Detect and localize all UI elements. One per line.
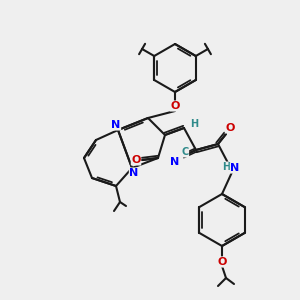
Text: N: N xyxy=(230,163,240,173)
Text: O: O xyxy=(217,257,227,267)
Text: N: N xyxy=(111,120,121,130)
Text: H: H xyxy=(222,162,230,172)
Text: N: N xyxy=(170,157,180,167)
Text: N: N xyxy=(129,168,139,178)
Text: O: O xyxy=(225,123,235,133)
Text: C: C xyxy=(182,147,189,157)
Text: O: O xyxy=(170,101,180,111)
Text: H: H xyxy=(190,119,198,129)
Text: O: O xyxy=(131,155,141,165)
